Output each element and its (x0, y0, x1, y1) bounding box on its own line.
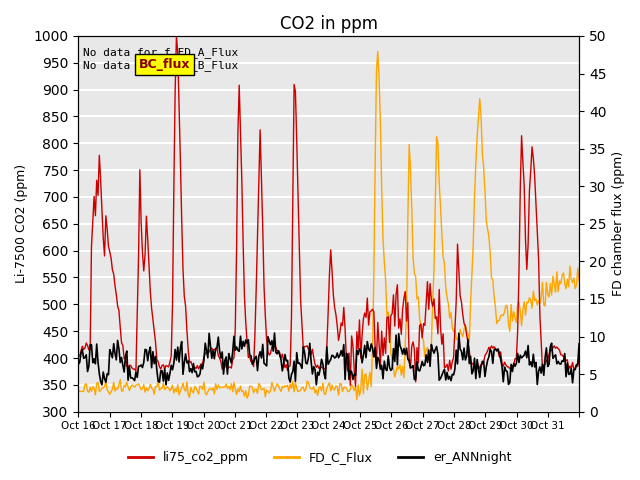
Title: CO2 in ppm: CO2 in ppm (280, 15, 378, 33)
Y-axis label: FD chamber flux (ppm): FD chamber flux (ppm) (612, 151, 625, 296)
Text: No data for f_FD_A_Flux
No data for f_FD_B_Flux: No data for f_FD_A_Flux No data for f_FD… (83, 47, 239, 71)
Y-axis label: Li-7500 CO2 (ppm): Li-7500 CO2 (ppm) (15, 164, 28, 283)
Legend: li75_co2_ppm, FD_C_Flux, er_ANNnight: li75_co2_ppm, FD_C_Flux, er_ANNnight (124, 446, 516, 469)
Text: BC_flux: BC_flux (138, 58, 190, 71)
